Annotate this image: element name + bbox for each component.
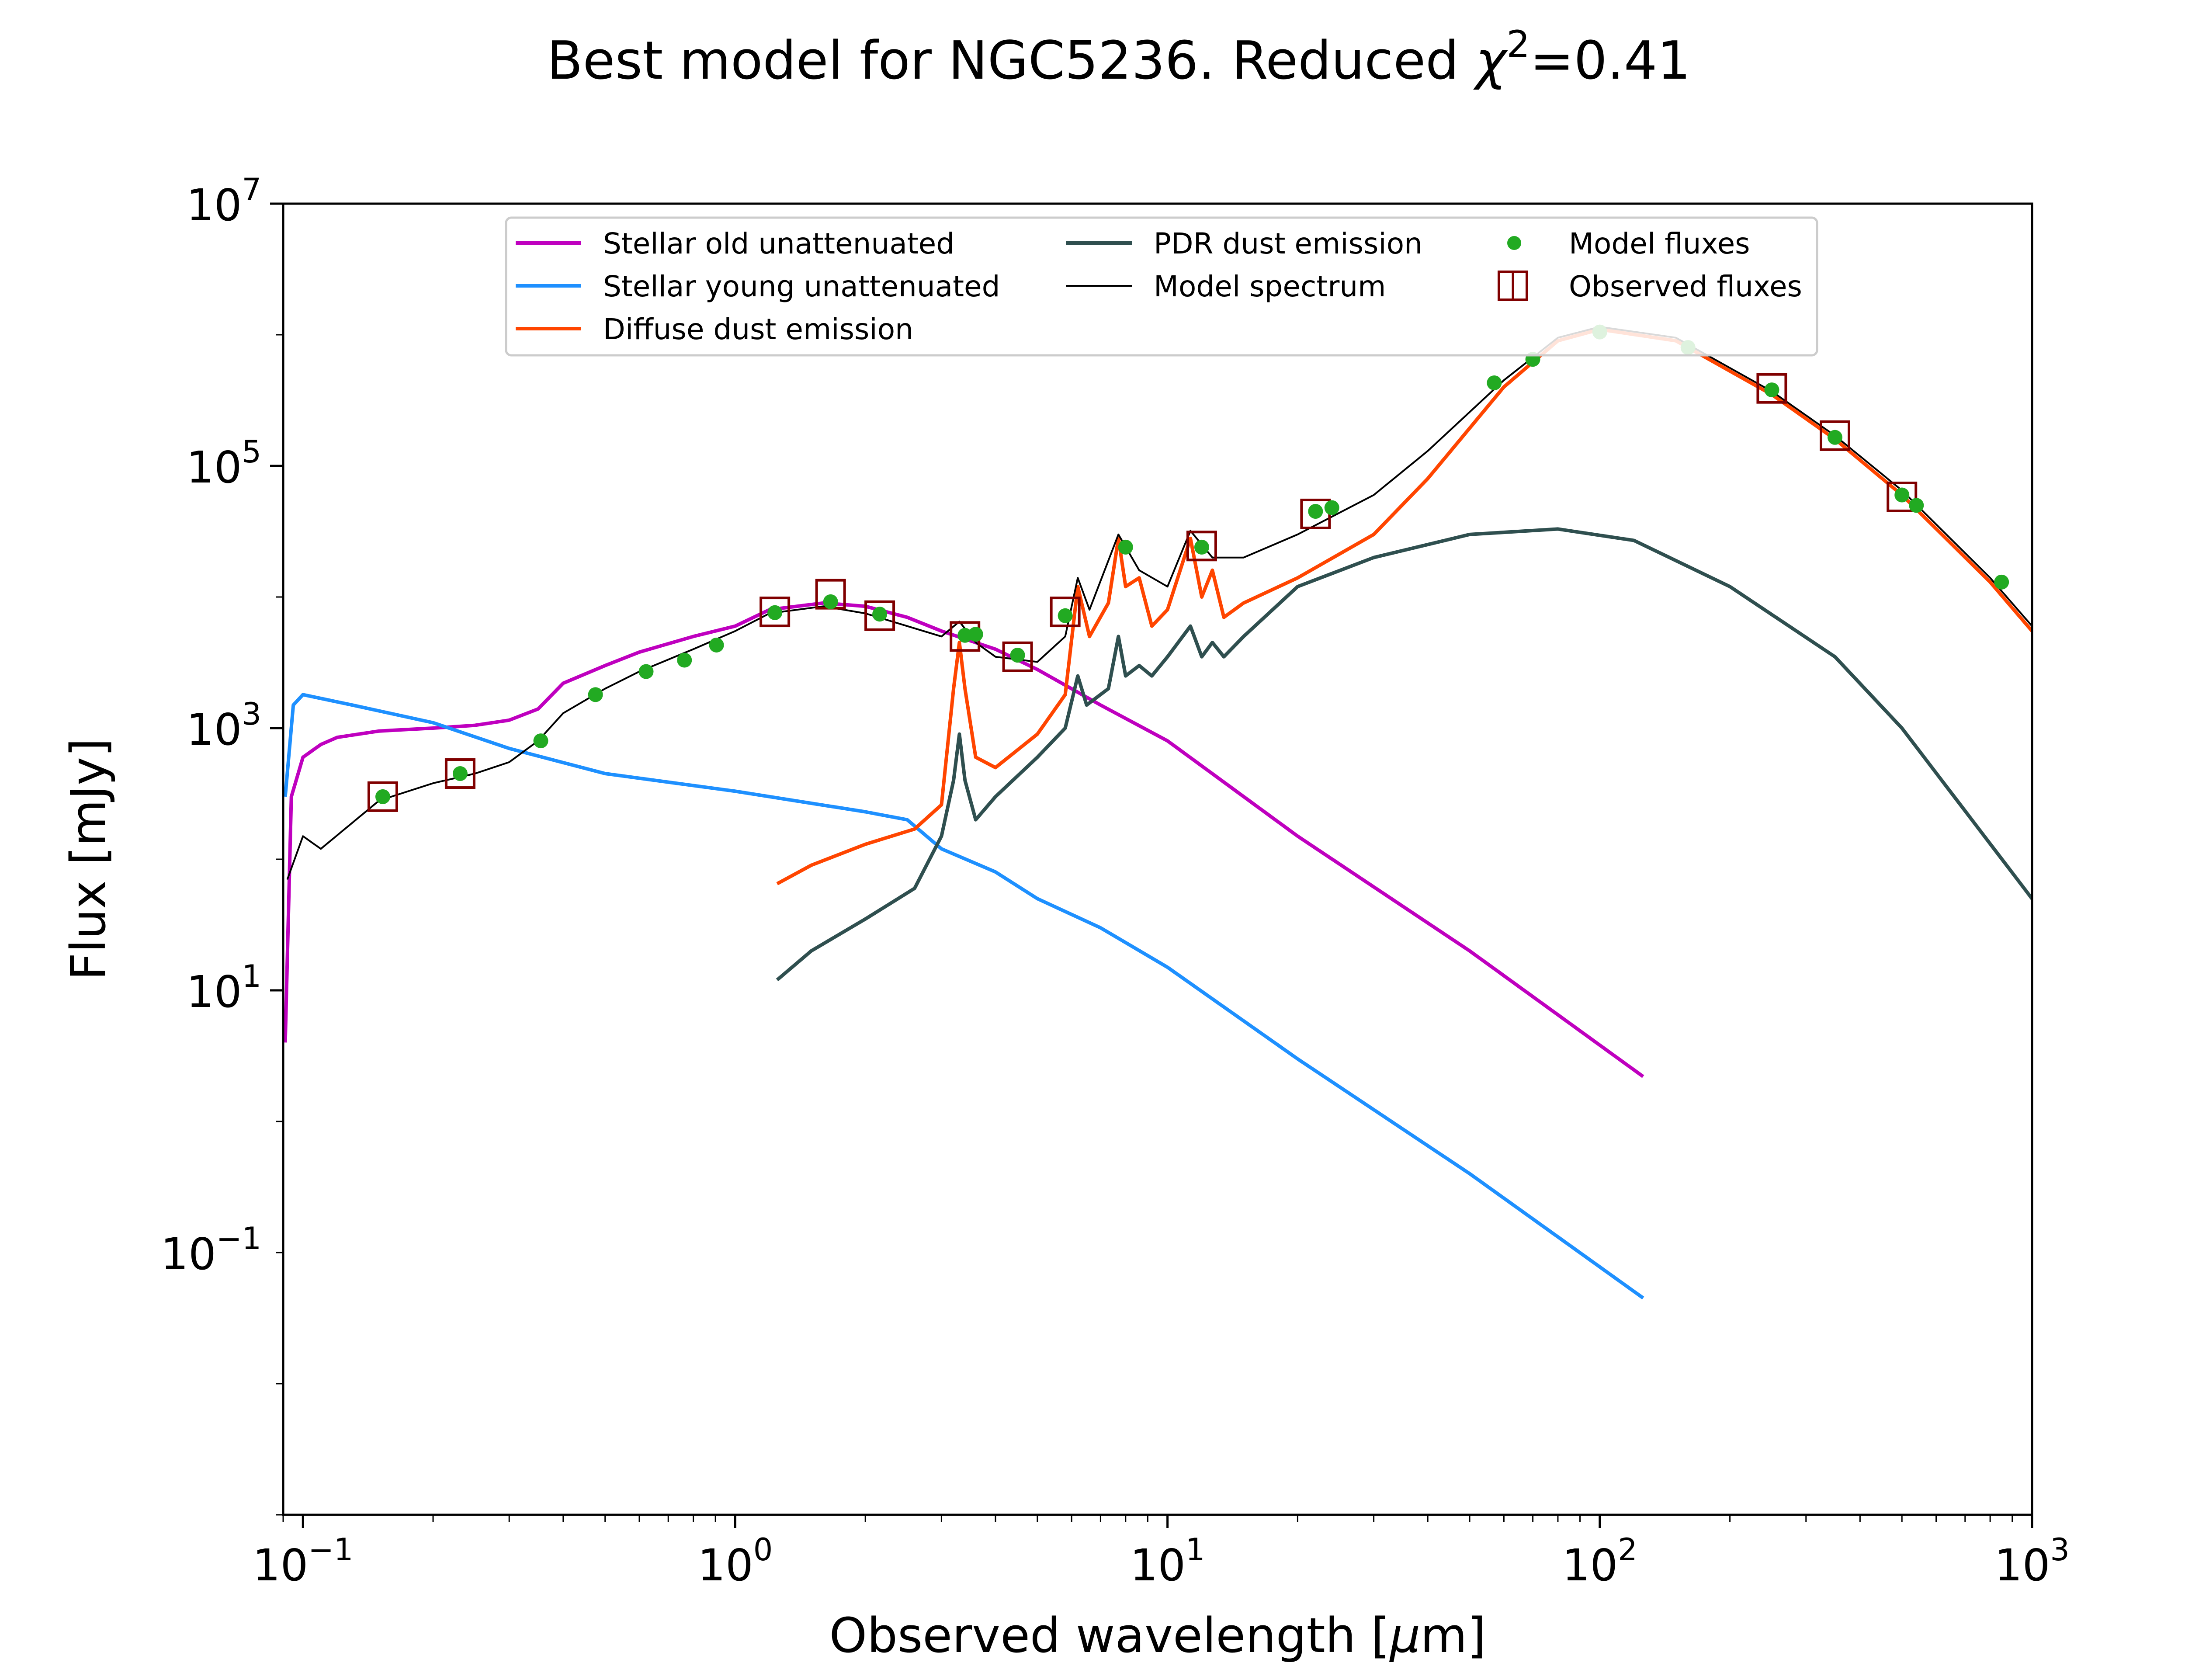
observed-flux-marker [1002, 641, 1033, 672]
x-tick-label: 103 [1994, 1532, 2070, 1591]
legend-item-observed-fluxes: Observed fluxes [1498, 270, 1802, 303]
legend: Stellar old unattenuated Stellar young un… [505, 216, 1818, 357]
model-flux-point [1194, 539, 1209, 555]
y-tick-label: 103 [186, 696, 261, 755]
observed-flux-marker [864, 600, 895, 631]
legend-swatch-dot [1507, 236, 1521, 250]
series-line-stellar-young-unattenuated [283, 693, 1644, 1300]
model-flux-point [1308, 504, 1323, 519]
observed-flux-marker [1050, 597, 1081, 628]
model-flux-point [677, 653, 692, 668]
y-tick-label: 107 [186, 172, 261, 231]
model-flux-point [1118, 539, 1133, 555]
model-flux-point [968, 627, 983, 642]
legend-label: Stellar old unattenuated [603, 227, 954, 260]
model-flux-point [1827, 430, 1842, 445]
model-flux-point [767, 605, 783, 620]
legend-label: Stellar young unattenuated [603, 270, 1000, 303]
model-flux-point [823, 594, 838, 609]
model-flux-point [1324, 500, 1339, 515]
model-flux-point [709, 637, 724, 653]
legend-item-pdr-dust-emission: PDR dust emission [1066, 227, 1422, 260]
y-tick-label: 105 [186, 434, 261, 493]
model-flux-point [872, 607, 888, 622]
legend-label: PDR dust emission [1154, 227, 1422, 260]
legend-label: Model spectrum [1154, 270, 1386, 303]
model-flux-point [588, 687, 603, 702]
model-flux-point [452, 766, 468, 781]
legend-box [505, 216, 1818, 357]
observed-flux-marker [760, 597, 791, 628]
legend-label: Diffuse dust emission [603, 312, 913, 346]
x-tick-label: 101 [1130, 1532, 1205, 1591]
x-tick-label: 100 [698, 1532, 773, 1591]
tick-layer: 10−1 100 101 102 103 10−1 101 103 105 107 [161, 172, 2070, 1591]
model-flux-point [1764, 382, 1779, 398]
chart-title: Best model for NGC5236. Reduced χ2=0.41 [547, 23, 1690, 91]
observed-flux-marker [1887, 481, 1918, 512]
y-tick-label: 10−1 [161, 1221, 261, 1280]
legend-item-stellar-young-unattenuated: Stellar young unattenuated [516, 270, 1000, 303]
legend-item-model-fluxes: Model fluxes [1507, 227, 1750, 260]
y-axis-label: Flux [mJy] [60, 738, 116, 980]
model-flux-point [1894, 487, 1910, 503]
legend-item-model-spectrum: Model spectrum [1066, 270, 1386, 303]
legend-label: Observed fluxes [1569, 270, 1802, 303]
model-flux-point [1058, 608, 1073, 623]
legend-item-stellar-old-unattenuated: Stellar old unattenuated [516, 227, 954, 260]
model-flux-point [1994, 574, 2009, 590]
marker-layer [367, 324, 2009, 812]
x-tick-label: 10−1 [253, 1532, 353, 1591]
legend-label: Model fluxes [1569, 227, 1750, 260]
series-line-stellar-old-unattenuated [283, 601, 1644, 1078]
y-tick-label: 101 [186, 958, 261, 1017]
observed-flux-marker [1819, 420, 1850, 451]
legend-item-diffuse-dust-emission: Diffuse dust emission [516, 312, 913, 346]
series-line-pdr-dust-emission [776, 527, 2032, 982]
x-tick-label: 102 [1562, 1532, 1637, 1591]
model-flux-point [957, 628, 973, 643]
observed-flux-marker [367, 781, 398, 812]
model-flux-point [375, 789, 390, 804]
model-flux-point [533, 733, 548, 749]
model-flux-point [1909, 498, 1924, 513]
observed-flux-marker [1186, 531, 1217, 562]
observed-flux-marker [444, 758, 475, 789]
observed-flux-marker [1756, 373, 1787, 404]
model-flux-point [638, 664, 654, 679]
x-axis-label: Observed wavelength [μm] [829, 1607, 1486, 1663]
model-flux-point [1010, 648, 1025, 663]
model-flux-point [1487, 375, 1502, 390]
